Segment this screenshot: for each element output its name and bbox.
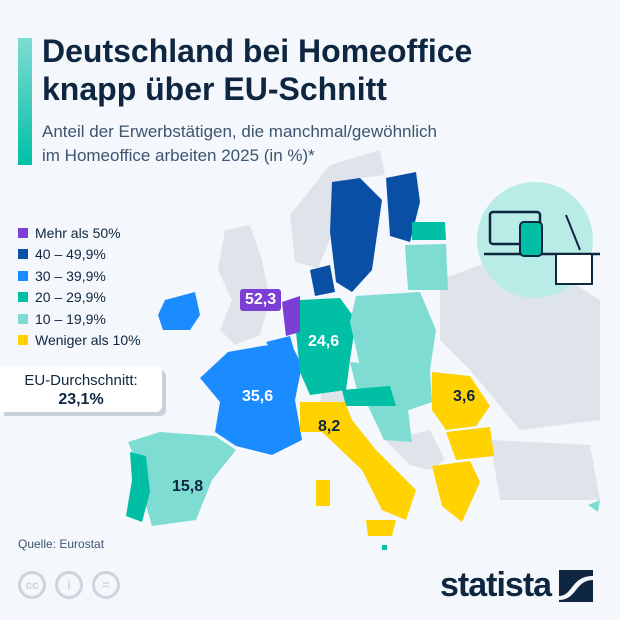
eu-countries [126,172,600,550]
label-italy: 8,2 [318,418,341,435]
label-romania: 3,6 [453,388,476,405]
non-eu-countries [218,150,600,500]
page-title: Deutschland bei Homeoffice knapp über EU-… [42,33,473,107]
greece [432,461,480,522]
legend-item: Weniger als 10% [18,330,141,352]
label-netherlands: 52,3 [240,289,282,311]
label-france: 35,6 [242,388,274,405]
nd-icon[interactable]: = [92,571,120,599]
malta [382,545,387,550]
austria [342,386,396,406]
spain [128,432,236,526]
label-spain: 15,8 [172,478,204,495]
estonia [412,222,446,240]
legend-item: 30 – 39,9% [18,265,141,287]
denmark [310,265,335,296]
sicily [366,520,396,536]
statista-logo-icon [559,569,594,602]
croatia-slovenia [368,406,412,442]
sweden [330,178,382,292]
cyprus [588,500,600,512]
legend: Mehr als 50% 40 – 49,9% 30 – 39,9% 20 – … [18,222,141,351]
baltics [405,244,448,290]
eu-average-box: EU-Durchschnitt: 23,1% [0,366,162,412]
finland [386,172,420,242]
germany [296,298,356,395]
netherlands [282,296,300,336]
sardinia [316,480,330,506]
statista-logo[interactable]: statista [440,566,594,605]
legend-item: 10 – 19,9% [18,308,141,330]
italy [300,402,416,520]
france [200,342,302,455]
legend-item: Mehr als 50% [18,222,141,244]
portugal [126,452,150,522]
ireland [158,292,200,330]
belgium [266,336,296,358]
cc-icon[interactable]: cc [18,571,46,599]
title-accent-bar [18,38,32,165]
subtitle: Anteil der Erwerbstätigen, die manchmal/… [42,122,437,165]
poland [350,292,436,380]
legend-item: 40 – 49,9% [18,244,141,266]
by-icon[interactable]: i [55,571,83,599]
romania [432,372,490,430]
source: Quelle: Eurostat [18,537,105,551]
label-germany: 24,6 [308,333,340,350]
legend-item: 20 – 29,9% [18,287,141,309]
bulgaria [446,427,494,460]
office-desk-illustration [477,182,600,298]
